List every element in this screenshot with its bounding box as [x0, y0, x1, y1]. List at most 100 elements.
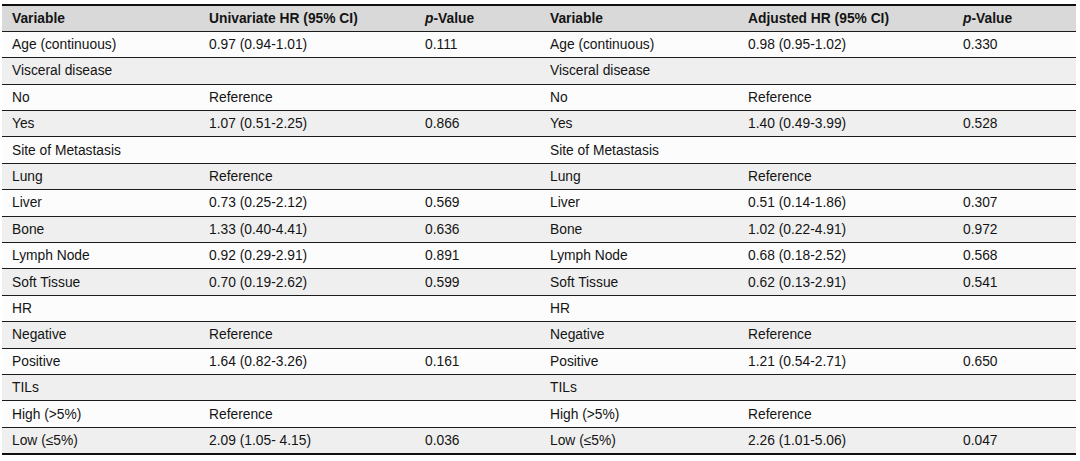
- cell-p-value-left: [415, 374, 540, 400]
- cell-variable-left: Liver: [2, 190, 199, 216]
- cell-variable-left: Visceral disease: [2, 58, 199, 84]
- cell-adjusted-hr: [738, 137, 953, 163]
- cell-p-value-left: 0.599: [415, 269, 540, 295]
- cell-variable-right: HR: [540, 295, 738, 321]
- cell-p-value-right: 0.047: [953, 427, 1076, 453]
- table-row: Positive1.64 (0.82-3.26)0.161Positive1.2…: [2, 348, 1076, 374]
- cell-univariate-hr: Reference: [199, 322, 415, 348]
- cell-p-value-left: 0.161: [415, 348, 540, 374]
- cell-adjusted-hr: Reference: [738, 401, 953, 427]
- cell-p-value-right: [953, 401, 1076, 427]
- table-body: Age (continuous)0.97 (0.94-1.01)0.111Age…: [2, 31, 1076, 453]
- cell-univariate-hr: Reference: [199, 84, 415, 110]
- cell-variable-right: Yes: [540, 111, 738, 137]
- col-header-variable-right: Variable: [540, 5, 738, 31]
- cell-p-value-left: [415, 295, 540, 321]
- table-row: Visceral disease Visceral disease: [2, 58, 1076, 84]
- cell-p-value-right: [953, 295, 1076, 321]
- col-header-adjusted-hr: Adjusted HR (95% CI): [738, 5, 953, 31]
- cell-p-value-left: 0.636: [415, 216, 540, 242]
- cell-variable-right: Visceral disease: [540, 58, 738, 84]
- cell-variable-right: Site of Metastasis: [540, 137, 738, 163]
- p-value-rest: -Value: [433, 11, 474, 26]
- cell-univariate-hr: [199, 137, 415, 163]
- table-row: Soft Tissue0.70 (0.19-2.62)0.599Soft Tis…: [2, 269, 1076, 295]
- cell-variable-right: Positive: [540, 348, 738, 374]
- cell-variable-left: Yes: [2, 111, 199, 137]
- cell-variable-left: High (>5%): [2, 401, 199, 427]
- cell-p-value-right: [953, 374, 1076, 400]
- cell-univariate-hr: 2.09 (1.05- 4.15): [199, 427, 415, 453]
- cell-univariate-hr: 0.73 (0.25-2.12): [199, 190, 415, 216]
- cell-univariate-hr: 0.92 (0.29-2.91): [199, 243, 415, 269]
- table-row: Liver0.73 (0.25-2.12)0.569Liver0.51 (0.1…: [2, 190, 1076, 216]
- cell-variable-right: Lung: [540, 163, 738, 189]
- cell-univariate-hr: 0.70 (0.19-2.62): [199, 269, 415, 295]
- cell-p-value-left: [415, 58, 540, 84]
- col-header-univariate-hr: Univariate HR (95% CI): [199, 5, 415, 31]
- col-header-p-value-right: p-Value: [953, 5, 1076, 31]
- cell-adjusted-hr: [738, 374, 953, 400]
- cell-p-value-left: [415, 401, 540, 427]
- cell-p-value-left: 0.111: [415, 31, 540, 57]
- cell-adjusted-hr: Reference: [738, 163, 953, 189]
- cell-variable-left: Positive: [2, 348, 199, 374]
- cell-variable-left: No: [2, 84, 199, 110]
- header-row: Variable Univariate HR (95% CI) p-Value …: [2, 5, 1076, 31]
- cell-p-value-right: [953, 137, 1076, 163]
- cell-variable-right: TILs: [540, 374, 738, 400]
- cell-univariate-hr: 1.33 (0.40-4.41): [199, 216, 415, 242]
- cell-p-value-left: 0.036: [415, 427, 540, 453]
- cell-p-value-left: 0.891: [415, 243, 540, 269]
- cell-variable-left: Bone: [2, 216, 199, 242]
- cell-p-value-left: 0.569: [415, 190, 540, 216]
- cox-regression-hazard-ratio-table: Variable Univariate HR (95% CI) p-Value …: [2, 4, 1076, 455]
- cell-p-value-right: 0.330: [953, 31, 1076, 57]
- table-row: Low (≤5%)2.09 (1.05- 4.15)0.036Low (≤5%)…: [2, 427, 1076, 453]
- cell-variable-right: Negative: [540, 322, 738, 348]
- cell-variable-right: Low (≤5%): [540, 427, 738, 453]
- cell-univariate-hr: Reference: [199, 401, 415, 427]
- cell-p-value-left: 0.866: [415, 111, 540, 137]
- cell-univariate-hr: [199, 58, 415, 84]
- cell-p-value-right: 0.650: [953, 348, 1076, 374]
- cell-adjusted-hr: [738, 58, 953, 84]
- cell-p-value-right: 0.541: [953, 269, 1076, 295]
- cell-p-value-right: [953, 84, 1076, 110]
- cell-p-value-left: [415, 322, 540, 348]
- cell-p-value-right: [953, 322, 1076, 348]
- table-row: High (>5%)ReferenceHigh (>5%)Reference: [2, 401, 1076, 427]
- cell-adjusted-hr: 1.40 (0.49-3.99): [738, 111, 953, 137]
- cell-p-value-right: 0.568: [953, 243, 1076, 269]
- cell-univariate-hr: 1.64 (0.82-3.26): [199, 348, 415, 374]
- cell-variable-left: Age (continuous): [2, 31, 199, 57]
- table-row: LungReferenceLungReference: [2, 163, 1076, 189]
- cell-p-value-left: [415, 84, 540, 110]
- cell-adjusted-hr: 0.98 (0.95-1.02): [738, 31, 953, 57]
- table-row: Lymph Node0.92 (0.29-2.91)0.891Lymph Nod…: [2, 243, 1076, 269]
- cell-variable-left: HR: [2, 295, 199, 321]
- table-row: HR HR: [2, 295, 1076, 321]
- table-row: Bone1.33 (0.40-4.41)0.636Bone1.02 (0.22-…: [2, 216, 1076, 242]
- cell-adjusted-hr: 0.68 (0.18-2.52): [738, 243, 953, 269]
- cell-adjusted-hr: 0.51 (0.14-1.86): [738, 190, 953, 216]
- p-value-rest: -Value: [971, 11, 1012, 26]
- cell-univariate-hr: [199, 374, 415, 400]
- cell-variable-left: Soft Tissue: [2, 269, 199, 295]
- cell-p-value-right: 0.528: [953, 111, 1076, 137]
- cell-univariate-hr: 0.97 (0.94-1.01): [199, 31, 415, 57]
- cell-variable-right: Liver: [540, 190, 738, 216]
- cell-univariate-hr: Reference: [199, 163, 415, 189]
- cell-p-value-right: 0.307: [953, 190, 1076, 216]
- table-row: NegativeReferenceNegativeReference: [2, 322, 1076, 348]
- cell-variable-left: Lymph Node: [2, 243, 199, 269]
- table-row: Yes1.07 (0.51-2.25)0.866Yes1.40 (0.49-3.…: [2, 111, 1076, 137]
- col-header-variable-left: Variable: [2, 5, 199, 31]
- cell-p-value-left: [415, 137, 540, 163]
- cell-variable-left: Negative: [2, 322, 199, 348]
- table-container: Variable Univariate HR (95% CI) p-Value …: [2, 4, 1076, 455]
- table-row: TILsTILs: [2, 374, 1076, 400]
- cell-variable-left: Low (≤5%): [2, 427, 199, 453]
- cell-adjusted-hr: 0.62 (0.13-2.91): [738, 269, 953, 295]
- table-row: Site of MetastasisSite of Metastasis: [2, 137, 1076, 163]
